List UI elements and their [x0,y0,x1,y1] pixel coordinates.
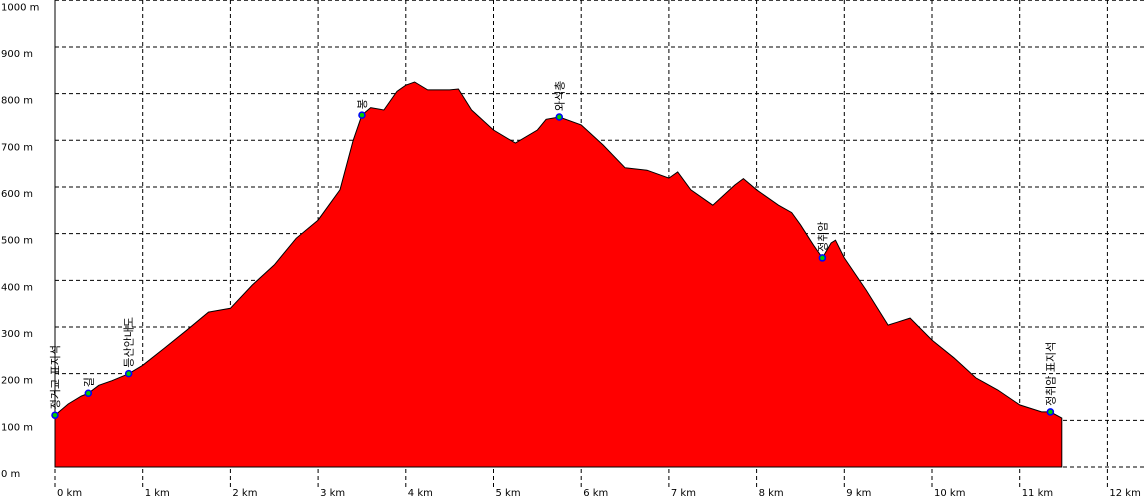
waypoint-label: 등산안내도 [123,317,136,368]
x-tick-label: 2 km [232,488,257,499]
y-tick-label: 100 m [1,422,33,433]
x-tick-label: 11 km [1022,488,1053,499]
y-tick-label: 400 m [1,282,33,293]
waypoint-label: 정취암 표지석 [1044,342,1057,406]
y-tick-label: 200 m [1,376,33,387]
waypoint-label: 정취암 [816,222,829,252]
y-tick-label: 0 m [1,469,20,480]
x-tick-label: 10 km [934,488,965,499]
waypoint-marker[interactable] [51,411,59,419]
waypoint-marker[interactable] [1046,408,1055,416]
x-tick-label: 6 km [583,488,608,499]
x-tick-label: 9 km [846,488,871,499]
x-tick-label: 12 km [1109,488,1140,499]
y-tick-label: 500 m [1,236,33,247]
y-tick-label: 1000 m [1,2,39,13]
x-tick-label: 8 km [759,488,784,499]
waypoint-label: 정거교 표지석 [49,345,62,409]
elevation-area [54,81,1063,468]
y-tick-label: 800 m [1,96,33,107]
x-tick-label: 0 km [57,488,82,499]
x-tick-label: 4 km [408,488,433,499]
x-tick-label: 7 km [671,488,696,499]
x-tick-label: 3 km [320,488,345,499]
waypoint-marker[interactable] [124,369,133,378]
waypoint-marker[interactable] [358,111,366,119]
y-tick-label: 900 m [1,49,33,60]
y-tick-label: 700 m [1,142,33,153]
waypoint-label: 길 [82,377,95,387]
x-axis-ticks: 0 km 1 km 2 km 3 km 4 km 5 km 6 km 7 km 8 km 9 km… [57,488,1141,499]
x-tick-label: 1 km [145,488,170,499]
waypoint-label: 봉 [356,99,369,109]
waypoint-marker[interactable] [818,254,827,262]
y-axis-ticks: 0 m 100 m 200 m 300 m 400 m 500 m 600 m 700 m 80… [1,2,39,480]
waypoint-label: 와석총 [553,81,566,111]
waypoint-marker[interactable] [555,113,564,121]
x-tick-label: 5 km [496,488,521,499]
y-tick-label: 600 m [1,189,33,200]
waypoint-marker[interactable] [84,389,93,398]
y-tick-label: 300 m [1,329,33,340]
